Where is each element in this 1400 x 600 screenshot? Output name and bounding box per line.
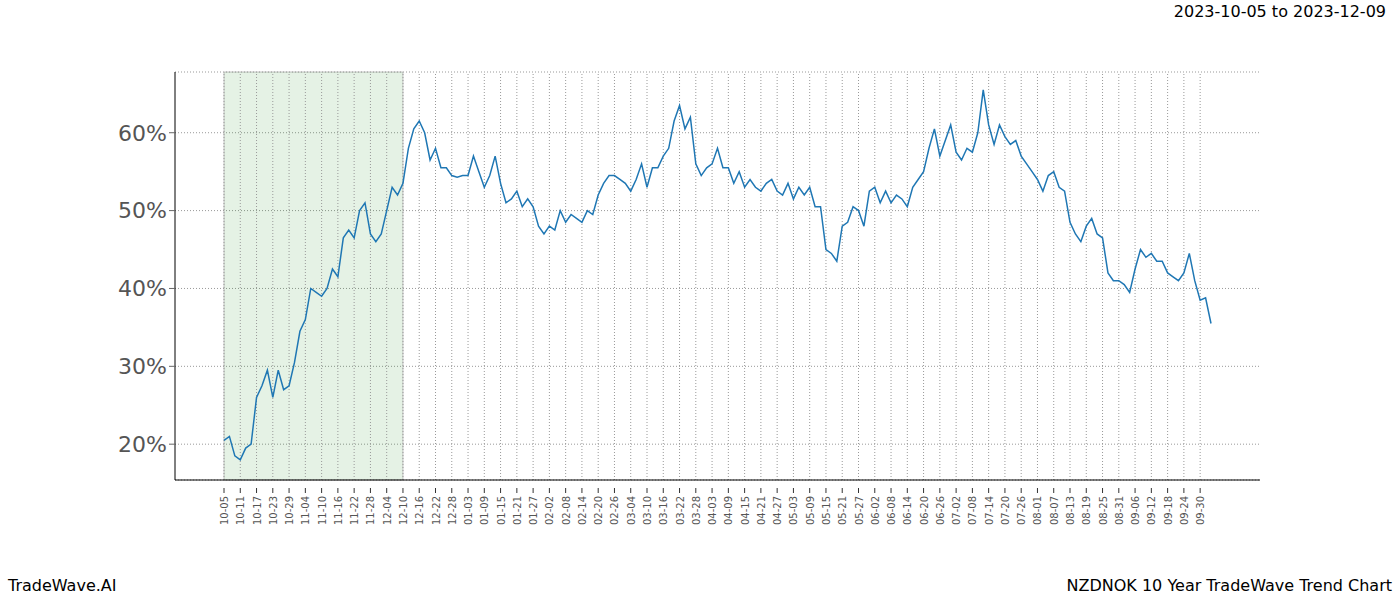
svg-text:06-26: 06-26 [935,496,946,525]
svg-text:06-14: 06-14 [902,496,913,525]
svg-text:09-12: 09-12 [1146,496,1157,525]
svg-text:01-15: 01-15 [496,496,507,525]
html-text:NZDNOK 10 Year TradeWave Trend: NZDNOK 10 Year TradeWave Trend Chart [1066,576,1392,595]
html-text:TradeWave.AI: TradeWave.AI [8,576,117,595]
svg-text:01-03: 01-03 [463,496,474,525]
svg-text:02-26: 02-26 [609,496,620,525]
svg-text:01-21: 01-21 [512,496,523,525]
svg-text:50%: 50% [118,198,167,223]
svg-text:02-08: 02-08 [561,496,572,525]
svg-text:03-16: 03-16 [658,496,669,525]
svg-text:08-01: 08-01 [1032,496,1043,525]
svg-text:07-02: 07-02 [951,496,962,525]
svg-text:12-22: 12-22 [431,496,442,525]
svg-text:02-14: 02-14 [577,496,588,525]
svg-text:01-27: 01-27 [528,496,539,525]
svg-text:04-21: 04-21 [756,496,767,525]
svg-text:12-10: 12-10 [398,496,409,525]
svg-text:11-04: 11-04 [300,496,311,525]
svg-text:09-06: 09-06 [1130,496,1141,525]
svg-text:09-30: 09-30 [1195,496,1206,525]
svg-text:03-22: 03-22 [675,496,686,525]
svg-text:05-09: 05-09 [805,496,816,525]
svg-text:10-17: 10-17 [252,496,263,525]
svg-text:08-13: 08-13 [1065,496,1076,525]
svg-text:07-08: 07-08 [967,496,978,525]
svg-text:08-19: 08-19 [1081,496,1092,525]
svg-text:08-07: 08-07 [1049,496,1060,525]
svg-text:06-02: 06-02 [870,496,881,525]
svg-text:11-10: 11-10 [317,496,328,525]
svg-text:03-28: 03-28 [691,496,702,525]
svg-text:02-02: 02-02 [544,496,555,525]
svg-text:07-26: 07-26 [1016,496,1027,525]
svg-text:05-15: 05-15 [821,496,832,525]
svg-text:05-21: 05-21 [837,496,848,525]
svg-text:30%: 30% [118,354,167,379]
svg-text:09-24: 09-24 [1179,496,1190,525]
svg-text:20%: 20% [118,432,167,457]
svg-text:10-29: 10-29 [284,496,295,525]
svg-text:10-23: 10-23 [268,496,279,525]
svg-text:10-05: 10-05 [219,496,230,525]
svg-text:08-31: 08-31 [1114,496,1125,525]
svg-text:05-03: 05-03 [788,496,799,525]
svg-text:07-14: 07-14 [984,496,995,525]
svg-text:12-16: 12-16 [414,496,425,525]
svg-text:12-28: 12-28 [447,496,458,525]
svg-text:02-20: 02-20 [593,496,604,525]
svg-text:04-27: 04-27 [772,496,783,525]
svg-text:11-16: 11-16 [333,496,344,525]
svg-text:04-09: 04-09 [723,496,734,525]
svg-text:04-03: 04-03 [707,496,718,525]
svg-text:08-25: 08-25 [1098,496,1109,525]
svg-text:05-27: 05-27 [854,496,865,525]
svg-text:09-18: 09-18 [1163,496,1174,525]
html-text:2023-10-05 to 2023-12-09: 2023-10-05 to 2023-12-09 [1173,2,1386,21]
svg-text:03-10: 03-10 [642,496,653,525]
svg-text:06-20: 06-20 [919,496,930,525]
svg-text:10-11: 10-11 [235,496,246,525]
svg-text:60%: 60% [118,121,167,146]
svg-text:07-20: 07-20 [1000,496,1011,525]
svg-text:40%: 40% [118,276,167,301]
svg-text:11-28: 11-28 [365,496,376,525]
svg-text:12-04: 12-04 [382,496,393,525]
svg-text:04-15: 04-15 [740,496,751,525]
svg-text:01-09: 01-09 [479,496,490,525]
svg-text:03-04: 03-04 [626,496,637,525]
svg-text:06-08: 06-08 [886,496,897,525]
svg-text:11-22: 11-22 [349,496,360,525]
